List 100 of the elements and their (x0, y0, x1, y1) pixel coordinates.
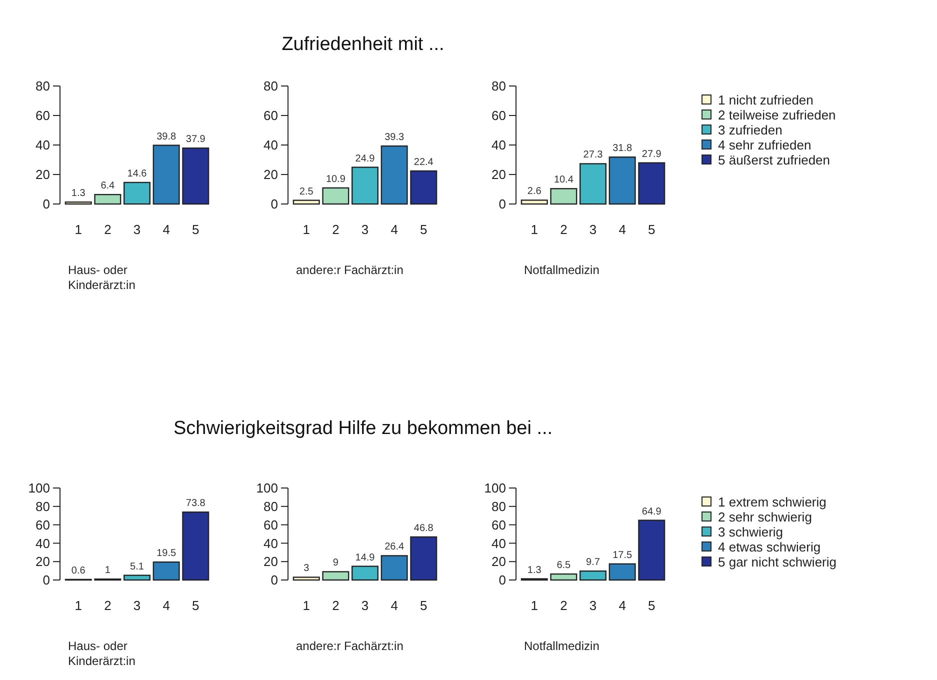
data-label: 64.9 (642, 506, 662, 518)
x-tick-label: 3 (133, 598, 141, 613)
data-label: 2.5 (299, 186, 314, 198)
x-axis-title: andere:r Fachärzt:in (296, 639, 404, 653)
legend-label: 4 etwas schwierig (718, 540, 821, 555)
legend-label: 5 äußerst zufrieden (718, 152, 830, 168)
x-tick-label: 1 (74, 222, 82, 237)
x-tick-label: 1 (74, 598, 82, 613)
bar (292, 200, 320, 205)
y-tick-label: 0 (498, 572, 506, 588)
x-tick-label: 5 (648, 598, 656, 613)
y-tick-label: 80 (36, 498, 50, 514)
x-tick-label: 4 (618, 222, 626, 237)
x-tick-label: 1 (302, 598, 310, 613)
data-label: 1.3 (71, 188, 86, 200)
legend-label: 1 nicht zufrieden (718, 92, 814, 108)
bar (410, 170, 438, 205)
data-label: 1 (104, 565, 111, 576)
bar (380, 145, 408, 205)
x-tick-label: 2 (104, 222, 112, 237)
data-label: 31.8 (612, 143, 632, 154)
x-tick-label: 2 (104, 598, 112, 613)
y-tick-label: 40 (492, 536, 506, 551)
bar (124, 182, 150, 205)
chart-title: Schwierigkeitsgrad Hilfe zu bekommen bei ... (173, 418, 553, 439)
data-label: 9.7 (586, 557, 600, 568)
x-tick-label: 5 (420, 598, 428, 613)
x-tick-label: 2 (332, 598, 340, 613)
data-label: 24.9 (355, 153, 376, 164)
y-tick-label: 80 (492, 498, 506, 514)
data-label: 73.8 (186, 498, 206, 510)
data-label: 17.5 (612, 550, 632, 561)
x-tick-label: 4 (162, 222, 170, 237)
x-tick-label: 5 (192, 222, 200, 237)
x-axis-title: Notfallmedizin (524, 263, 600, 277)
x-axis-title: Haus- oder Kinderärzt:in (68, 639, 136, 668)
y-tick-label: 100 (28, 480, 50, 496)
data-label: 0.6 (71, 565, 86, 576)
data-label: 6.5 (556, 560, 572, 572)
data-label: 37.9 (186, 134, 206, 146)
data-label: 5.1 (130, 561, 144, 572)
data-label: 22.4 (414, 156, 434, 168)
x-tick-label: 4 (618, 598, 626, 613)
legend-label: 2 teilweise zufrieden (718, 108, 836, 123)
y-tick-label: 0 (498, 196, 506, 212)
x-tick-label: 3 (589, 598, 597, 613)
legend-label: 2 sehr schwierig (718, 510, 812, 525)
x-tick-label: 5 (192, 598, 200, 613)
data-label: 27.3 (583, 150, 604, 161)
bar (124, 574, 150, 581)
y-tick-label: 20 (264, 167, 278, 182)
bar (292, 576, 320, 581)
y-tick-label: 100 (256, 480, 278, 496)
legend-label: 3 schwierig (718, 524, 784, 540)
y-tick-label: 20 (36, 554, 50, 570)
x-tick-label: 4 (390, 222, 398, 237)
y-tick-label: 0 (270, 196, 278, 212)
y-tick-label: 40 (264, 138, 278, 153)
bar (152, 561, 180, 581)
x-tick-label: 3 (589, 222, 597, 237)
data-label: 39.8 (156, 131, 176, 142)
y-tick-label: 0 (42, 196, 50, 212)
bar (352, 566, 378, 581)
y-tick-label: 80 (264, 498, 278, 514)
y-tick-label: 80 (36, 78, 50, 94)
bar (380, 555, 408, 581)
x-tick-label: 5 (420, 222, 428, 237)
y-tick-label: 40 (36, 138, 50, 153)
x-tick-label: 2 (332, 222, 340, 237)
bar (152, 144, 180, 205)
x-tick-label: 4 (162, 598, 170, 613)
y-tick-label: 0 (270, 572, 278, 588)
data-label: 39.3 (384, 132, 404, 144)
x-tick-label: 1 (530, 598, 538, 613)
y-tick-label: 20 (492, 167, 506, 182)
data-label: 9 (332, 558, 339, 569)
y-tick-label: 20 (36, 167, 50, 182)
bar (322, 571, 350, 581)
data-label: 46.8 (414, 522, 434, 534)
x-tick-label: 3 (361, 598, 369, 613)
bar (352, 166, 378, 205)
data-label: 6.4 (100, 180, 116, 192)
x-axis-title: Notfallmedizin (524, 639, 600, 653)
y-tick-label: 60 (36, 108, 50, 124)
x-tick-label: 3 (361, 222, 369, 237)
bar (182, 148, 210, 205)
data-label: 10.4 (554, 174, 574, 186)
y-tick-label: 60 (264, 517, 278, 532)
bar (322, 187, 350, 205)
data-label: 1.3 (527, 564, 542, 576)
legend-label: 3 zufrieden (718, 122, 782, 138)
data-label: 19.5 (156, 548, 176, 560)
y-tick-label: 60 (492, 108, 506, 124)
y-tick-label: 60 (264, 108, 278, 124)
legend-label: 4 sehr zufrieden (718, 138, 812, 153)
x-tick-label: 1 (302, 222, 310, 237)
data-label: 26.4 (384, 542, 404, 553)
y-tick-label: 80 (492, 78, 506, 94)
y-tick-label: 100 (484, 480, 506, 496)
y-tick-label: 40 (36, 536, 50, 551)
